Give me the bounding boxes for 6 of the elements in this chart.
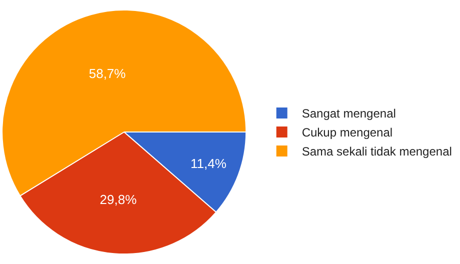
data-label: 58,7%: [88, 66, 126, 81]
legend-label: Sangat mengenal: [302, 106, 396, 121]
data-label: 11,4%: [190, 156, 227, 172]
legend-label: Cukup mengenal: [302, 126, 393, 140]
data-label: 29,8%: [100, 192, 138, 207]
legend-label: Sama sekali tidak mengenal: [302, 144, 452, 159]
